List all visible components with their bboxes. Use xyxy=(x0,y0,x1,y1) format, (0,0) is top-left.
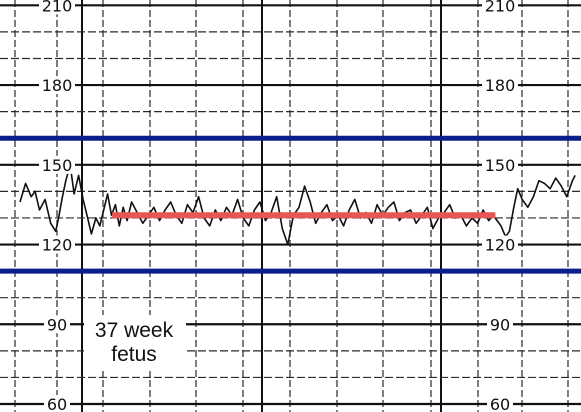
reference-lines xyxy=(0,135,581,274)
tick-label-background xyxy=(44,395,70,412)
heart-rate-series xyxy=(19,164,576,246)
tick-label-background xyxy=(487,395,513,412)
tick-label-background xyxy=(39,76,75,95)
y-tick-label-left: 180 xyxy=(42,76,73,95)
heart-rate-trace xyxy=(19,164,576,246)
y-tick-label-right: 120 xyxy=(485,236,516,255)
annotation-background xyxy=(84,315,186,371)
y-tick-label-left: 60 xyxy=(47,395,67,412)
tick-label-background xyxy=(39,235,75,254)
y-tick-label-left: 120 xyxy=(42,236,73,255)
annotation-line-1: 37 week xyxy=(95,319,174,342)
y-tick-label-right: 60 xyxy=(490,395,510,412)
tick-label-background xyxy=(482,235,518,254)
y-tick-labels: 60 60 90 90 120 120 150 150 180 180 210 210 xyxy=(39,0,518,412)
tick-label-background xyxy=(482,155,518,174)
y-tick-label-right: 150 xyxy=(485,156,516,175)
y-tick-label-left: 90 xyxy=(47,315,67,334)
annotation-box: 37 week fetus xyxy=(84,315,186,371)
y-tick-label-right: 90 xyxy=(490,315,510,334)
y-tick-label-right: 210 xyxy=(485,0,516,15)
tick-label-background xyxy=(482,0,518,15)
tick-label-background xyxy=(482,76,518,95)
y-tick-label-left: 210 xyxy=(42,0,73,15)
tick-label-background xyxy=(39,155,75,174)
tick-label-background xyxy=(39,0,75,15)
y-tick-label-left: 150 xyxy=(42,156,73,175)
annotation-line-2: fetus xyxy=(111,343,157,366)
tick-label-background xyxy=(487,315,513,334)
y-tick-label-right: 180 xyxy=(485,76,516,95)
tick-label-background xyxy=(44,315,70,334)
